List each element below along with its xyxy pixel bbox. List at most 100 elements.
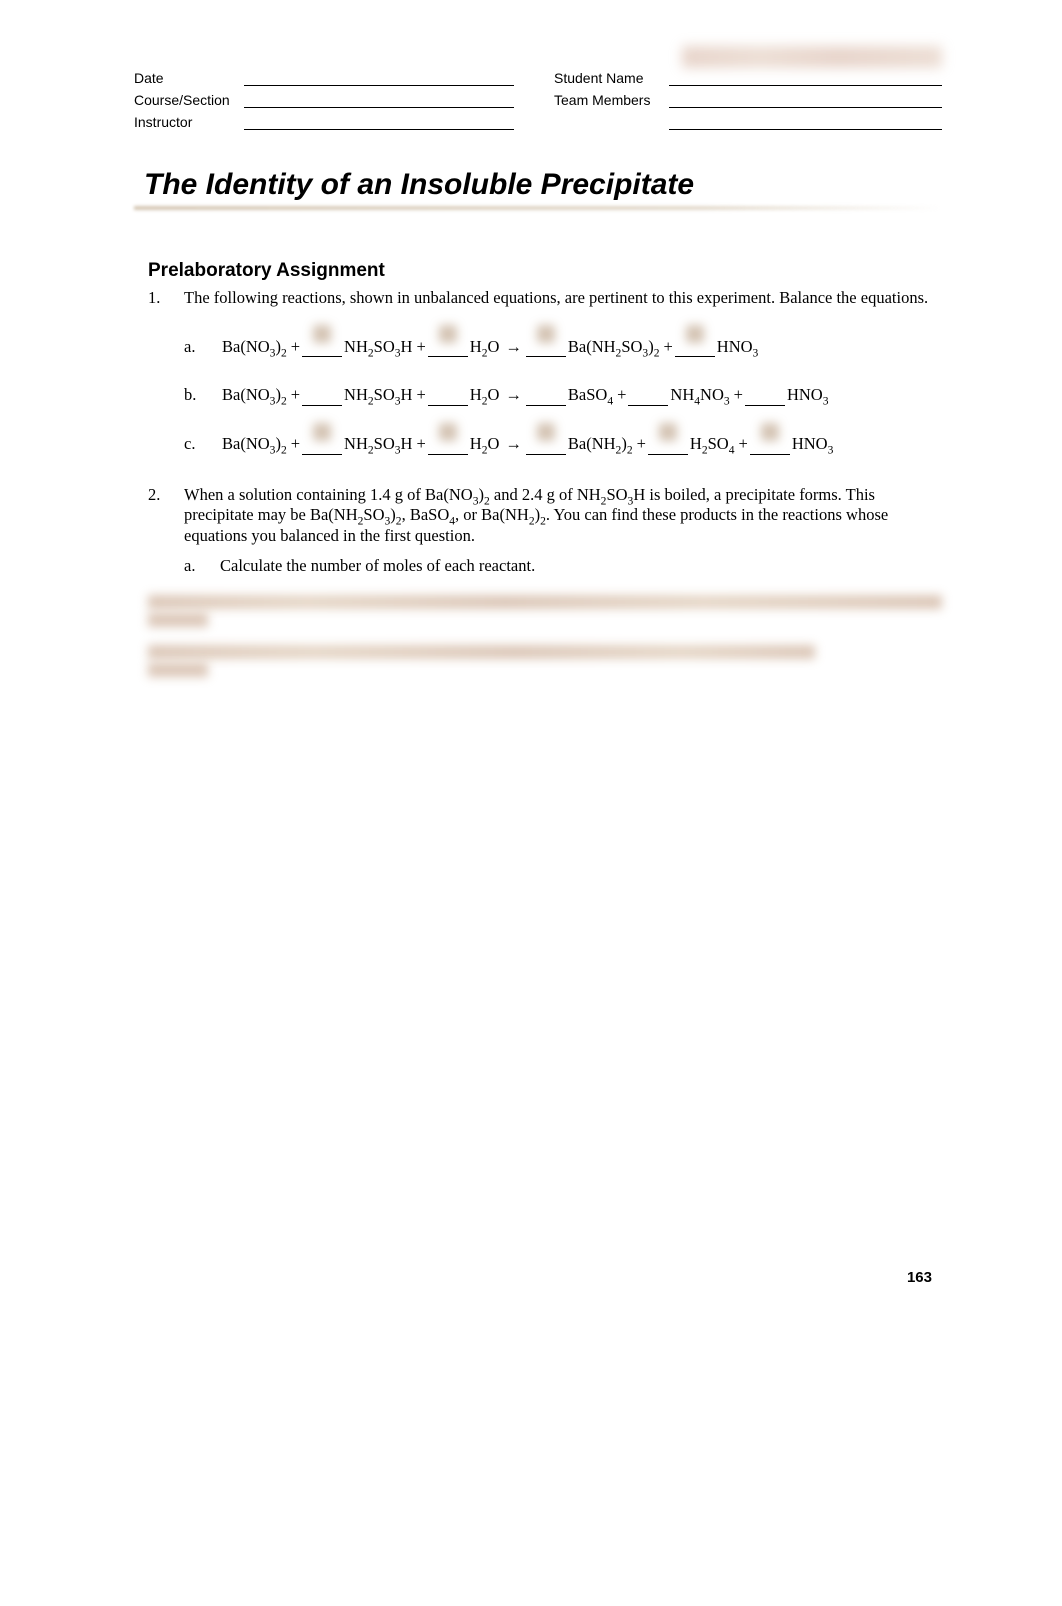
eq-a-r1: Ba(NO3)2 xyxy=(222,337,287,358)
arrow: → xyxy=(505,434,522,455)
eq-a-r2: NH2SO3H xyxy=(344,337,412,358)
blank-input[interactable] xyxy=(628,392,668,406)
blank-input[interactable] xyxy=(675,343,715,357)
redacted-line xyxy=(148,645,815,659)
redacted-answer-block-1 xyxy=(148,595,942,627)
q2a: a. Calculate the number of moles of each… xyxy=(184,556,942,577)
blank-input[interactable] xyxy=(745,392,785,406)
redacted-coef xyxy=(313,423,331,441)
eq-c-r2: NH2SO3H xyxy=(344,434,412,455)
equation-b: Ba(NO3)2 + NH2SO3H + H2O → BaSO4 + NH4NO… xyxy=(220,385,942,406)
eq-c-letter: c. xyxy=(184,434,220,455)
plus: + xyxy=(739,434,748,455)
eq-c-r3: H2O xyxy=(470,434,500,455)
blank-input[interactable] xyxy=(526,392,566,406)
blank-input[interactable] xyxy=(526,441,566,455)
header-left-column: Date Course/Section Instructor xyxy=(134,68,514,134)
instructor-field-row: Instructor xyxy=(134,112,514,130)
plus: + xyxy=(416,434,425,455)
question-2: 2. When a solution containing 1.4 g of B… xyxy=(148,485,942,578)
page-number: 163 xyxy=(907,1269,932,1286)
student-label: Student Name xyxy=(554,70,669,86)
course-input-line[interactable] xyxy=(244,94,514,108)
eq-b-r2: NH2SO3H xyxy=(344,385,412,406)
redacted-line xyxy=(148,613,208,627)
eq-b-letter: b. xyxy=(184,385,220,406)
blank-input[interactable] xyxy=(750,441,790,455)
eq-a-p2: HNO3 xyxy=(717,337,759,358)
course-label: Course/Section xyxy=(134,92,244,108)
plus: + xyxy=(416,337,425,358)
page-title: The Identity of an Insoluble Precipitate xyxy=(134,162,942,208)
header-fields: Date Course/Section Instructor Student N… xyxy=(134,68,942,134)
redacted-coef xyxy=(761,423,779,441)
plus: + xyxy=(291,434,300,455)
eq-b-p2: NH4NO3 xyxy=(670,385,729,406)
redacted-coef xyxy=(537,423,555,441)
q2-text: When a solution containing 1.4 g of Ba(N… xyxy=(184,485,942,547)
redacted-coef xyxy=(439,423,457,441)
redacted-coef xyxy=(439,325,457,343)
q2-body: When a solution containing 1.4 g of Ba(N… xyxy=(184,485,942,578)
blank-input[interactable] xyxy=(648,441,688,455)
redacted-coef xyxy=(537,325,555,343)
blank-input[interactable] xyxy=(526,343,566,357)
blank-input[interactable] xyxy=(302,392,342,406)
title-region: The Identity of an Insoluble Precipitate xyxy=(134,162,942,210)
student-input-line[interactable] xyxy=(669,72,942,86)
equation-c-row: c. Ba(NO3)2 + NH2SO3H + H2O → Ba(NH2)2 + xyxy=(184,434,942,455)
blank-input[interactable] xyxy=(428,392,468,406)
section-heading: Prelaboratory Assignment xyxy=(148,260,942,282)
eq-b-p1: BaSO4 xyxy=(568,385,613,406)
equation-a-row: a. Ba(NO3)2 + NH2SO3H + H2O → Ba(NH2SO3)… xyxy=(184,337,942,358)
eq-b-p3: HNO3 xyxy=(787,385,829,406)
blank-input[interactable] xyxy=(428,441,468,455)
equation-a: Ba(NO3)2 + NH2SO3H + H2O → Ba(NH2SO3)2 +… xyxy=(220,337,942,358)
eq-b-r1: Ba(NO3)2 xyxy=(222,385,287,406)
blank-input[interactable] xyxy=(302,343,342,357)
q1-text: The following reactions, shown in unbala… xyxy=(184,288,942,309)
eq-a-letter: a. xyxy=(184,337,220,358)
plus: + xyxy=(734,385,743,406)
team-label: Team Members xyxy=(554,92,669,108)
date-input-line[interactable] xyxy=(244,72,514,86)
instructor-input-line[interactable] xyxy=(244,116,514,130)
team-field-row: Team Members xyxy=(554,90,942,108)
redacted-line xyxy=(148,595,942,609)
date-label: Date xyxy=(134,70,244,86)
q2-number: 2. xyxy=(148,485,184,578)
arrow: → xyxy=(505,385,522,406)
date-field-row: Date xyxy=(134,68,514,86)
redacted-coef xyxy=(659,423,677,441)
blank-input[interactable] xyxy=(428,343,468,357)
plus: + xyxy=(637,434,646,455)
team-input-line-2[interactable] xyxy=(669,116,942,130)
redacted-line xyxy=(148,663,208,677)
team-input-line-1[interactable] xyxy=(669,94,942,108)
plus: + xyxy=(663,337,672,358)
redacted-coef xyxy=(313,325,331,343)
redacted-answer-block-2 xyxy=(148,645,942,677)
plus: + xyxy=(416,385,425,406)
eq-c-p1: Ba(NH2)2 xyxy=(568,434,633,455)
blank-input[interactable] xyxy=(302,441,342,455)
eq-c-p3: HNO3 xyxy=(792,434,834,455)
worksheet-page: Date Course/Section Instructor Student N… xyxy=(0,0,1062,1606)
course-field-row: Course/Section xyxy=(134,90,514,108)
eq-a-r3: H2O xyxy=(470,337,500,358)
eq-b-r3: H2O xyxy=(470,385,500,406)
title-underline xyxy=(134,206,942,210)
plus: + xyxy=(291,385,300,406)
q1-body: The following reactions, shown in unbala… xyxy=(184,288,942,463)
equation-c: Ba(NO3)2 + NH2SO3H + H2O → Ba(NH2)2 + H2… xyxy=(220,434,942,455)
question-1: 1. The following reactions, shown in unb… xyxy=(148,288,942,463)
q2a-text: Calculate the number of moles of each re… xyxy=(220,556,535,577)
plus: + xyxy=(617,385,626,406)
instructor-label: Instructor xyxy=(134,114,244,130)
redacted-student-name xyxy=(682,46,942,68)
eq-c-r1: Ba(NO3)2 xyxy=(222,434,287,455)
q1-number: 1. xyxy=(148,288,184,463)
student-field-row: Student Name xyxy=(554,68,942,86)
team-field-row-2 xyxy=(554,112,942,130)
eq-c-p2: H2SO4 xyxy=(690,434,735,455)
